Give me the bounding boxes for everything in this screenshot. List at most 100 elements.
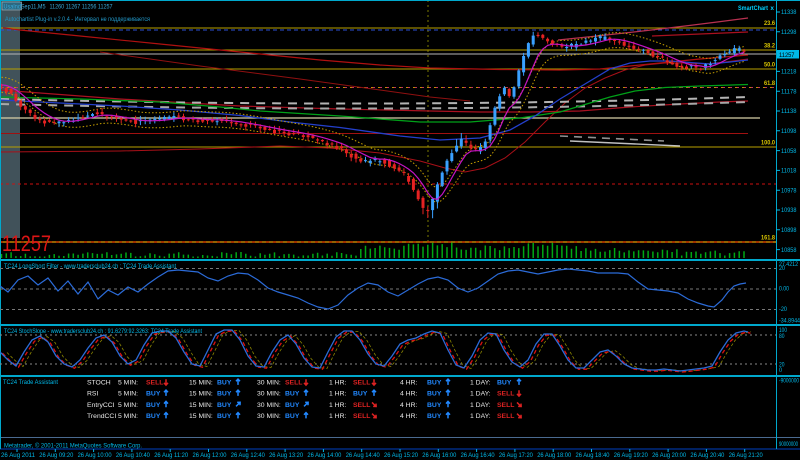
svg-text:-9000000: -9000000 [779, 378, 799, 385]
svg-text:BUY: BUY [285, 391, 300, 398]
svg-text:26 Aug 12:00: 26 Aug 12:00 [193, 452, 228, 459]
svg-text:15 MIN:: 15 MIN: [189, 402, 213, 409]
svg-text:26 Aug 14:00: 26 Aug 14:00 [307, 452, 342, 459]
svg-text:11338: 11338 [781, 9, 797, 16]
svg-text:SELL: SELL [353, 402, 370, 409]
svg-text:161.8: 161.8 [761, 235, 775, 242]
svg-text:BUY: BUY [217, 413, 232, 420]
svg-text:26 Aug 16:00: 26 Aug 16:00 [422, 452, 457, 459]
svg-text:26 Aug 20:40: 26 Aug 20:40 [690, 452, 725, 459]
svg-text:15 MIN:: 15 MIN: [189, 380, 213, 387]
svg-text:SELL: SELL [497, 391, 514, 398]
svg-text:1 DAY:: 1 DAY: [470, 402, 491, 409]
svg-text:100.0: 100.0 [761, 140, 775, 147]
svg-text:UsaIndSep11,M5: UsaIndSep11,M5 [4, 4, 46, 11]
svg-text:50.0: 50.0 [764, 62, 775, 69]
svg-text:26 Aug 10:00: 26 Aug 10:00 [78, 452, 113, 459]
svg-text:-34.8944: -34.8944 [779, 318, 800, 325]
svg-text:90000000: 90000000 [779, 441, 798, 448]
svg-text:BUY: BUY [285, 413, 300, 420]
svg-text:SELL: SELL [146, 380, 163, 387]
svg-text:30 MIN:: 30 MIN: [257, 380, 281, 387]
svg-text:26 Aug 15:20: 26 Aug 15:20 [384, 452, 419, 459]
svg-text:26 Aug 13:20: 26 Aug 13:20 [269, 452, 304, 459]
svg-text:4 HR:: 4 HR: [400, 413, 417, 420]
svg-text:26 Aug 21:20: 26 Aug 21:20 [729, 452, 764, 459]
svg-text:26 Aug 2011: 26 Aug 2011 [1, 452, 36, 459]
svg-text:11058: 11058 [781, 148, 797, 155]
svg-text:26 Aug 20:00: 26 Aug 20:00 [652, 452, 687, 459]
svg-text:SELL: SELL [497, 413, 514, 420]
svg-text:BUY: BUY [146, 391, 161, 398]
svg-text:20: 20 [779, 265, 785, 272]
svg-text:1 HR:: 1 HR: [329, 391, 346, 398]
svg-text:26 Aug 14:40: 26 Aug 14:40 [346, 452, 381, 459]
svg-text:BUY: BUY [285, 402, 300, 409]
svg-text:TC24 LongShort Filter - www.tr: TC24 LongShort Filter - www.tradersclub2… [4, 263, 176, 270]
svg-text:BUY: BUY [353, 391, 368, 398]
svg-text:SELL: SELL [497, 402, 514, 409]
svg-text:TC24 Trade Assistant: TC24 Trade Assistant [3, 379, 58, 386]
svg-text:5 MIN:: 5 MIN: [118, 391, 138, 398]
svg-text:100: 100 [779, 327, 787, 334]
svg-text:26 Aug 19:20: 26 Aug 19:20 [614, 452, 649, 459]
svg-text:BUY: BUY [217, 380, 232, 387]
svg-text:26 Aug 10:40: 26 Aug 10:40 [116, 452, 151, 459]
svg-text:EntryCCI: EntryCCI [87, 402, 115, 409]
svg-text:20: 20 [779, 362, 785, 369]
svg-text:SELL: SELL [285, 380, 302, 387]
svg-text:RSI: RSI [87, 391, 98, 398]
svg-text:BUY: BUY [217, 391, 232, 398]
svg-text:TrendCCI: TrendCCI [87, 413, 116, 420]
svg-text:27.4212: 27.4212 [779, 261, 798, 268]
svg-text:11178: 11178 [781, 88, 797, 95]
svg-text:4 HR:: 4 HR: [400, 402, 417, 409]
svg-text:BUY: BUY [217, 402, 232, 409]
svg-text:10978: 10978 [781, 187, 797, 194]
svg-text:11257: 11257 [2, 231, 51, 256]
svg-text:4 HR:: 4 HR: [400, 380, 417, 387]
svg-text:10898: 10898 [781, 227, 797, 234]
svg-text:11138: 11138 [781, 108, 797, 115]
svg-text:30 MIN:: 30 MIN: [257, 402, 281, 409]
svg-text:1 DAY:: 1 DAY: [470, 391, 491, 398]
svg-text:5 MIN:: 5 MIN: [118, 402, 138, 409]
svg-text:1 HR:: 1 HR: [329, 413, 346, 420]
svg-text:TC24 StochSlope - www.tradersc: TC24 StochSlope - www.tradersclub24.ch :… [4, 328, 202, 335]
svg-text:BUY: BUY [427, 380, 442, 387]
svg-text:11257: 11257 [779, 52, 795, 59]
svg-text:4 HR:: 4 HR: [400, 391, 417, 398]
svg-text:5 MIN:: 5 MIN: [118, 380, 138, 387]
svg-text:26 Aug 09:20: 26 Aug 09:20 [39, 452, 74, 459]
svg-text:10938: 10938 [781, 207, 797, 214]
svg-text:BUY: BUY [427, 413, 442, 420]
svg-text:1 DAY:: 1 DAY: [470, 413, 491, 420]
svg-text:STOCH: STOCH [87, 380, 111, 387]
svg-text:SELL: SELL [353, 413, 370, 420]
svg-text:11018: 11018 [781, 168, 797, 175]
svg-text:26 Aug 17:20: 26 Aug 17:20 [499, 452, 534, 459]
svg-text:BUY: BUY [146, 402, 161, 409]
svg-text:30 MIN:: 30 MIN: [257, 413, 281, 420]
svg-text:30 MIN:: 30 MIN: [257, 391, 281, 398]
svg-text:BUY: BUY [427, 391, 442, 398]
svg-text:BUY: BUY [146, 413, 161, 420]
svg-text:61.8: 61.8 [764, 80, 775, 87]
svg-text:0: 0 [779, 367, 782, 374]
svg-text:23.6: 23.6 [764, 20, 775, 27]
svg-text:-20: -20 [779, 306, 787, 313]
svg-text:38.2: 38.2 [764, 43, 775, 50]
svg-text:80: 80 [779, 333, 785, 340]
svg-text:11098: 11098 [781, 128, 797, 135]
svg-text:1 HR:: 1 HR: [329, 402, 346, 409]
svg-text:26 Aug 12:40: 26 Aug 12:40 [231, 452, 266, 459]
svg-text:Metatrader, © 2001-2011 MetaQu: Metatrader, © 2001-2011 MetaQuotes Softw… [4, 442, 142, 450]
svg-text:11298: 11298 [781, 29, 797, 36]
svg-text:15 MIN:: 15 MIN: [189, 391, 213, 398]
svg-text:SELL: SELL [353, 380, 370, 387]
svg-text:x: x [770, 5, 774, 12]
svg-text:BUY: BUY [427, 402, 442, 409]
svg-text:26 Aug 11:20: 26 Aug 11:20 [154, 452, 189, 459]
svg-text:5 MIN:: 5 MIN: [118, 413, 138, 420]
svg-text:11218: 11218 [781, 69, 797, 76]
